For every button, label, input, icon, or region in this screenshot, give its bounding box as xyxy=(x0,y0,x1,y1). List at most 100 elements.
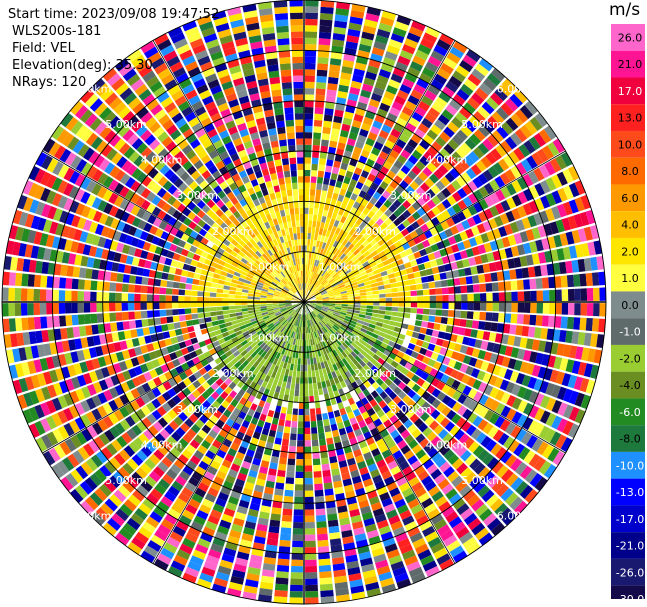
velocity-gate xyxy=(374,513,387,524)
velocity-gate xyxy=(426,463,438,475)
velocity-gate xyxy=(345,284,352,289)
velocity-gate xyxy=(318,313,324,319)
velocity-gate xyxy=(271,317,278,323)
velocity-gate xyxy=(304,220,308,227)
velocity-gate xyxy=(349,579,364,588)
velocity-gate xyxy=(551,190,563,205)
velocity-gate xyxy=(585,272,593,287)
velocity-gate xyxy=(250,437,259,446)
velocity-gate xyxy=(162,381,172,391)
velocity-gate xyxy=(360,257,368,265)
velocity-gate xyxy=(298,333,301,340)
velocity-gate xyxy=(376,409,385,418)
velocity-gate xyxy=(379,365,387,374)
velocity-gate xyxy=(15,317,23,332)
velocity-gate xyxy=(192,356,201,365)
velocity-gate xyxy=(416,397,426,407)
velocity-gate xyxy=(580,394,591,410)
velocity-gate xyxy=(309,195,315,202)
velocity-gate xyxy=(227,354,236,362)
velocity-gate xyxy=(235,343,243,350)
velocity-gate xyxy=(319,577,333,585)
velocity-gate xyxy=(433,169,444,180)
velocity-gate xyxy=(315,294,322,298)
velocity-gate xyxy=(381,96,393,107)
velocity-gate xyxy=(543,464,557,479)
velocity-gate xyxy=(292,331,296,339)
velocity-gate xyxy=(109,494,123,507)
velocity-gate xyxy=(421,391,431,401)
velocity-gate xyxy=(28,406,40,422)
velocity-gate xyxy=(182,433,193,444)
velocity-gate xyxy=(74,417,86,431)
velocity-gate xyxy=(177,454,189,465)
velocity-gate xyxy=(364,264,372,271)
velocity-gate xyxy=(461,294,468,302)
velocity-gate xyxy=(523,349,532,362)
velocity-gate xyxy=(300,314,302,321)
velocity-gate xyxy=(311,311,317,317)
velocity-gate xyxy=(304,396,309,403)
velocity-gate xyxy=(498,507,513,521)
velocity-gate xyxy=(328,449,337,458)
velocity-gate xyxy=(466,216,477,228)
velocity-gate xyxy=(225,246,233,254)
velocity-gate xyxy=(116,321,124,331)
velocity-gate xyxy=(577,361,587,376)
velocity-gate xyxy=(353,68,365,77)
velocity-gate xyxy=(441,506,455,518)
velocity-gate xyxy=(157,384,167,394)
velocity-gate xyxy=(229,286,237,291)
velocity-gate xyxy=(220,255,228,262)
velocity-gate xyxy=(546,328,555,341)
velocity-gate xyxy=(492,343,501,354)
velocity-gate xyxy=(125,255,134,265)
velocity-gate xyxy=(95,450,108,464)
velocity-gate xyxy=(296,306,301,313)
velocity-gate xyxy=(270,342,277,350)
velocity-gate xyxy=(468,400,478,411)
velocity-gate xyxy=(210,391,220,400)
velocity-gate xyxy=(232,422,241,431)
velocity-gate xyxy=(401,323,409,330)
velocity-gate xyxy=(85,359,95,372)
velocity-gate xyxy=(317,57,329,65)
velocity-gate xyxy=(151,358,161,368)
velocity-gate xyxy=(108,179,119,192)
velocity-gate xyxy=(327,224,334,232)
velocity-gate xyxy=(146,390,156,401)
velocity-gate xyxy=(531,339,540,351)
velocity-gate xyxy=(351,238,359,246)
velocity-gate xyxy=(151,206,162,217)
velocity-gate xyxy=(292,351,296,358)
velocity-gate xyxy=(384,208,393,218)
velocity-gate xyxy=(278,304,286,306)
velocity-gate xyxy=(329,140,338,149)
velocity-gate xyxy=(215,497,227,508)
velocity-gate xyxy=(320,309,327,314)
velocity-gate xyxy=(552,138,565,154)
velocity-gate xyxy=(456,260,464,269)
velocity-gate xyxy=(517,291,525,302)
velocity-gate xyxy=(390,360,399,369)
velocity-gate xyxy=(591,318,600,332)
velocity-gate xyxy=(326,312,333,317)
velocity-gate xyxy=(156,406,167,417)
velocity-gate xyxy=(310,278,315,285)
velocity-gate xyxy=(471,499,485,512)
velocity-gate xyxy=(241,292,249,296)
velocity-gate xyxy=(192,343,201,351)
velocity-gate xyxy=(184,339,193,347)
velocity-gate xyxy=(248,443,257,452)
velocity-gate xyxy=(440,176,451,187)
velocity-gate xyxy=(187,526,201,538)
velocity-gate xyxy=(215,297,223,302)
velocity-gate xyxy=(371,381,380,390)
velocity-gate xyxy=(452,41,468,54)
velocity-gate xyxy=(413,83,426,95)
velocity-gate xyxy=(329,279,336,285)
velocity-gate xyxy=(459,107,472,119)
velocity-gate xyxy=(462,184,473,196)
velocity-gate xyxy=(325,431,333,439)
velocity-gate xyxy=(75,158,88,173)
